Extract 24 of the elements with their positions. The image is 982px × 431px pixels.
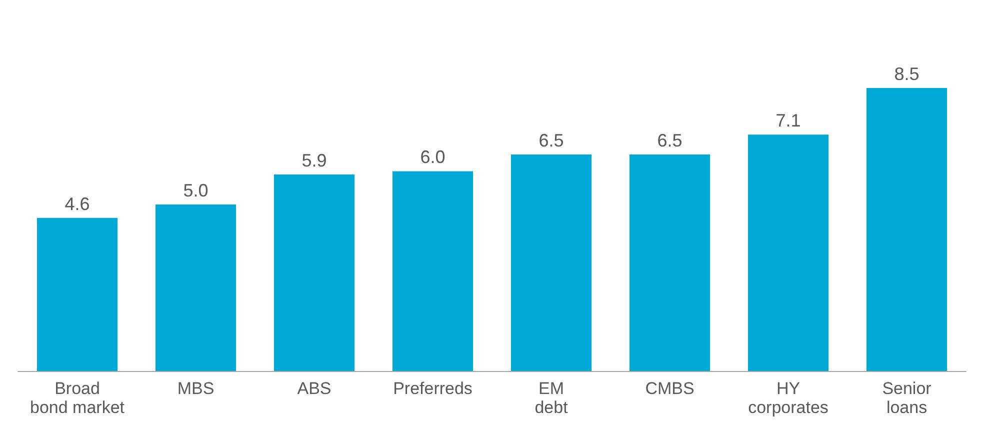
bar (629, 154, 710, 371)
x-tick-label: Preferreds (393, 379, 472, 398)
x-tick-label: CMBS (645, 379, 694, 398)
bar (36, 218, 118, 371)
bar (748, 134, 829, 371)
bar (510, 154, 592, 371)
data-label: 5.0 (183, 180, 208, 200)
bar (866, 88, 948, 371)
x-tick-label: ABS (297, 379, 332, 398)
data-label: 4.6 (64, 194, 90, 214)
bar (274, 174, 355, 371)
x-tick-label: Broad bond market (30, 379, 125, 417)
data-label: 6.0 (420, 147, 446, 168)
data-label: 8.5 (894, 64, 920, 84)
x-tick-label: MBS (177, 379, 214, 398)
bar (392, 171, 474, 371)
data-label: 6.5 (538, 130, 564, 151)
x-tick-label: EM debt (534, 379, 568, 417)
data-label: 5.9 (302, 150, 327, 171)
bar (155, 204, 236, 371)
x-tick-label: HY corporates (748, 379, 828, 417)
x-tick-label: Senior loans (882, 379, 932, 417)
data-label: 6.5 (657, 130, 682, 151)
data-label: 7.1 (776, 110, 801, 131)
